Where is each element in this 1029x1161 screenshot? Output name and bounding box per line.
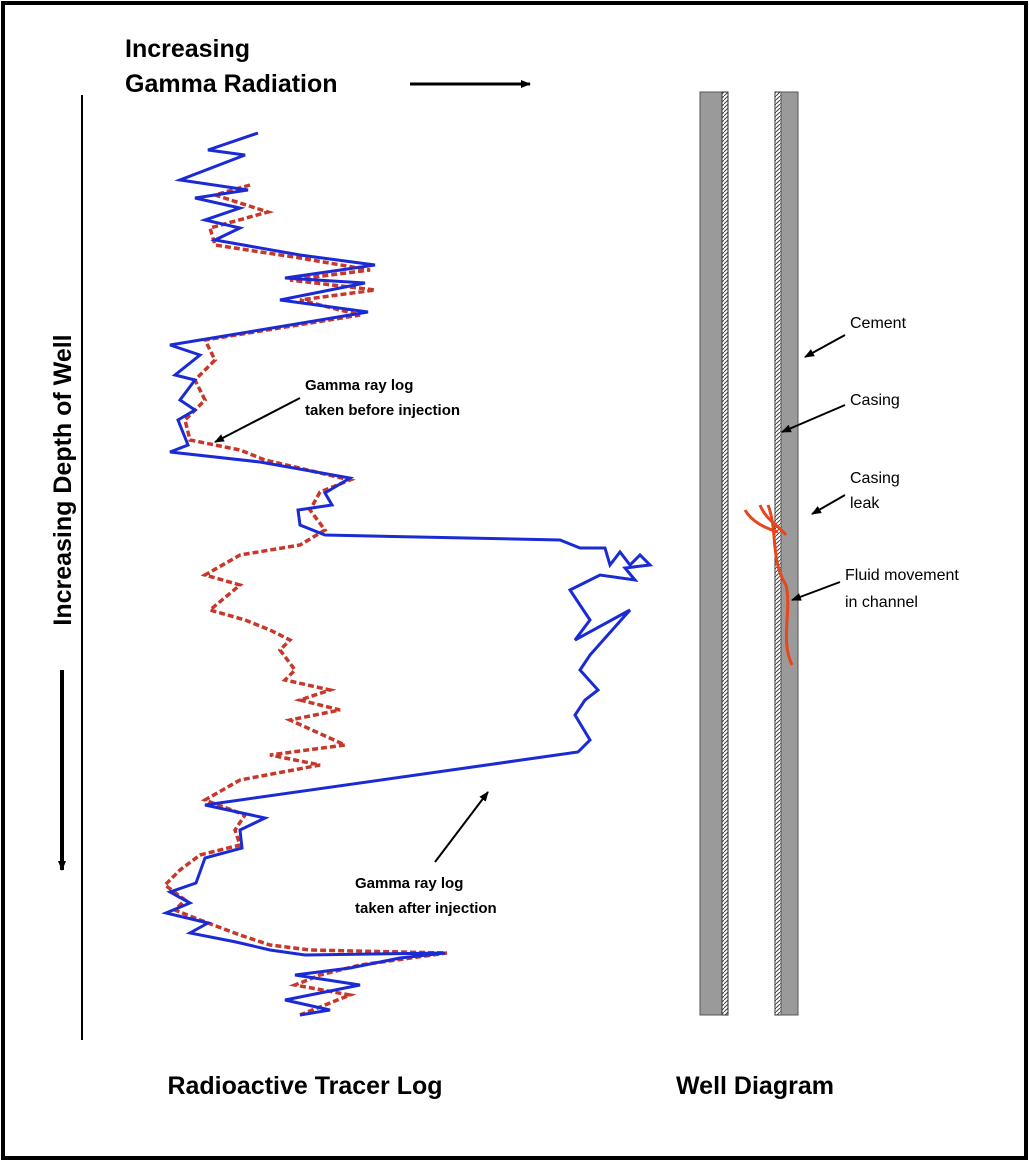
cement bbox=[699, 91, 723, 1016]
well bbox=[699, 91, 799, 1016]
casing bbox=[721, 91, 729, 1016]
well-label: Casing bbox=[850, 470, 900, 487]
annotation-line: taken before injection bbox=[305, 402, 460, 419]
annotation-line: Gamma ray log bbox=[355, 875, 463, 892]
annotation-line: taken after injection bbox=[355, 900, 497, 917]
annotation-line: Gamma ray log bbox=[305, 377, 413, 394]
caption: Radioactive Tracer Log bbox=[167, 1072, 442, 1100]
caption: Well Diagram bbox=[676, 1072, 834, 1100]
well-label: leak bbox=[850, 495, 880, 512]
well-label: Casing bbox=[850, 392, 900, 409]
cement bbox=[780, 91, 799, 1016]
well-label: in channel bbox=[845, 594, 918, 611]
fluid-channel bbox=[743, 504, 794, 666]
annotation-arrow bbox=[214, 397, 301, 443]
well-label: Cement bbox=[850, 315, 907, 332]
depth-label: Increasing Depth of Well bbox=[49, 334, 77, 625]
label-arrow bbox=[811, 494, 846, 515]
label-arrow bbox=[781, 404, 846, 433]
well-label: Fluid movement bbox=[845, 567, 959, 584]
label-arrow bbox=[791, 581, 841, 601]
label-arrow bbox=[804, 334, 846, 358]
header-line: Gamma Radiation bbox=[125, 70, 338, 98]
header-line: Increasing bbox=[125, 35, 250, 63]
log-after bbox=[161, 131, 654, 1017]
annotation-arrow bbox=[434, 791, 489, 863]
